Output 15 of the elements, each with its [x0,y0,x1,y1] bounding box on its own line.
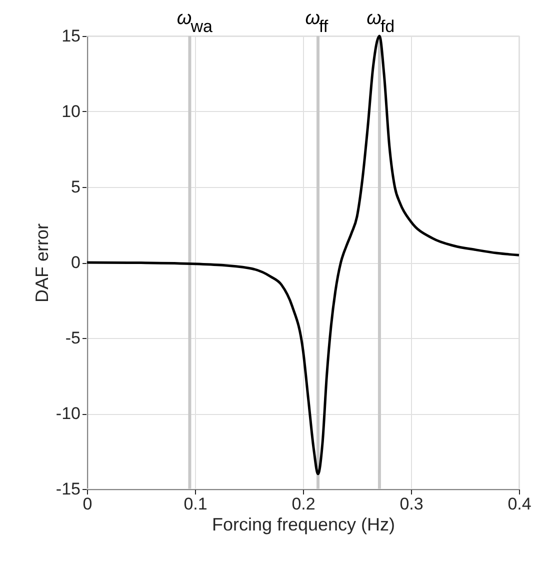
x-tick-label: 0 [82,494,92,514]
y-axis-title: DAF error [32,223,52,303]
y-tick-label: 15 [62,26,80,46]
x-tick-label: 0.3 [400,494,424,514]
line-series [86,34,520,476]
y-tick-label: -10 [56,404,80,423]
y-tick-label: -5 [65,328,80,348]
x-tick-label: 0.4 [508,494,532,514]
x-tick-label: 0.2 [292,494,316,514]
y-tick-label: 0 [71,253,80,272]
x-axis-title: Forcing frequency (Hz) [212,514,396,534]
y-tick-label: 5 [71,178,80,196]
x-tick-label: 0.1 [184,494,208,514]
y-tick-label: -15 [56,480,80,498]
y-tick-label: 10 [62,102,80,121]
